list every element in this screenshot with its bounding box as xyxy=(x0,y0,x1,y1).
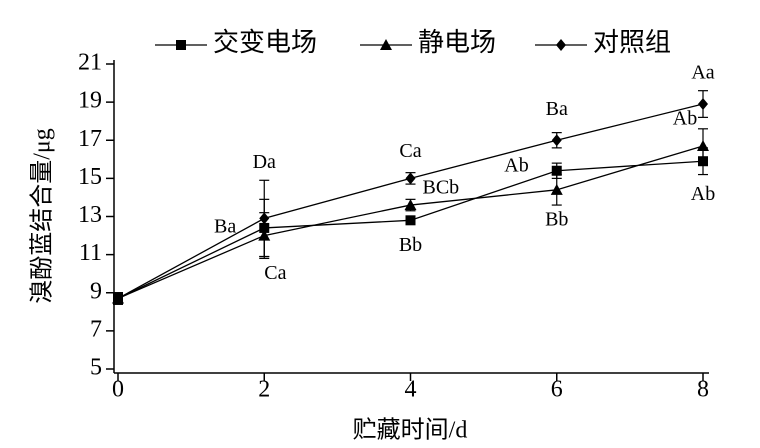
x-axis-label: 贮藏时间/d xyxy=(353,417,468,444)
marker xyxy=(698,98,708,111)
marker xyxy=(551,134,562,147)
x-tick-label: 8 xyxy=(697,377,709,403)
marker xyxy=(697,139,709,151)
x-tick-label: 2 xyxy=(258,377,270,403)
point-label: Ba xyxy=(214,216,236,238)
point-label: Ab xyxy=(673,108,697,130)
legend-label: 对照组 xyxy=(593,28,671,57)
y-tick-label: 9 xyxy=(90,278,102,304)
point-label: Ab xyxy=(504,154,528,176)
legend-marker xyxy=(556,39,566,51)
legend-marker xyxy=(176,40,186,50)
marker xyxy=(405,215,416,226)
point-label: Bb xyxy=(399,234,422,256)
marker xyxy=(259,212,270,225)
legend-marker xyxy=(380,39,392,50)
marker xyxy=(550,183,563,195)
point-label: BCb xyxy=(423,177,460,199)
y-tick-label: 15 xyxy=(78,164,102,190)
x-tick-label: 4 xyxy=(405,377,417,403)
legend-label: 交变电场 xyxy=(213,28,317,57)
point-label: Ca xyxy=(399,140,421,162)
y-tick-label: 17 xyxy=(78,126,102,152)
marker xyxy=(551,165,562,176)
point-label: Da xyxy=(253,151,276,173)
point-label: Ba xyxy=(546,98,568,120)
y-tick-label: 19 xyxy=(78,88,102,114)
y-tick-label: 13 xyxy=(78,202,102,228)
x-tick-label: 0 xyxy=(112,377,124,403)
y-tick-label: 7 xyxy=(90,316,102,342)
point-label: Bb xyxy=(545,209,568,231)
y-tick-label: 21 xyxy=(78,50,102,76)
point-label: Ca xyxy=(264,262,286,284)
y-axis-label: 溴酚蓝结合量/μg xyxy=(29,128,56,304)
legend-label: 静电场 xyxy=(418,28,496,57)
marker xyxy=(113,292,123,305)
y-tick-label: 11 xyxy=(79,240,102,266)
x-tick-label: 6 xyxy=(551,377,563,403)
point-label: Ab xyxy=(691,183,715,205)
point-label: Aa xyxy=(691,62,714,84)
y-tick-label: 5 xyxy=(90,355,102,381)
marker xyxy=(404,199,417,211)
marker xyxy=(405,172,416,185)
